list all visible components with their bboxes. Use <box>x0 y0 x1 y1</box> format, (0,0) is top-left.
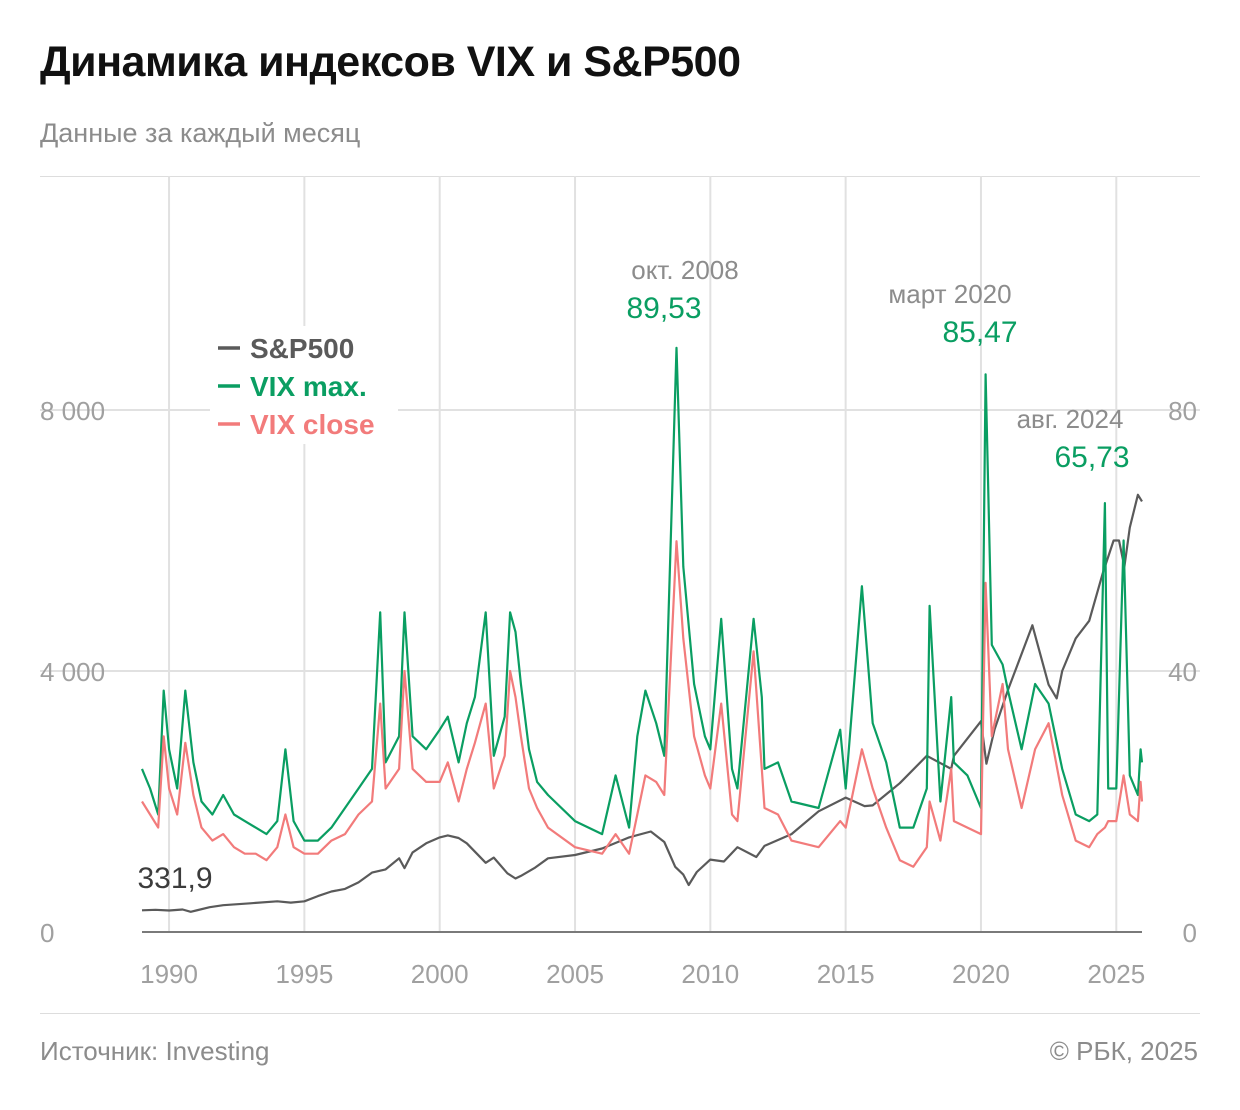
series-line-vix_close <box>141 540 1144 868</box>
right-tick-label-1: 40 <box>1168 657 1197 687</box>
copyright: © РБК, 2025 <box>1049 1036 1198 1066</box>
chart-canvas: 1990 1995 2000 2005 2010 2015 2020 2025 0 4 000 8 … <box>40 176 1200 989</box>
grid-lines <box>40 176 1200 933</box>
series-line-sp500 <box>141 493 1143 913</box>
x-tick-label-1990: 1990 <box>140 959 198 989</box>
x-tick-label-2015: 2015 <box>817 959 875 989</box>
annotation-value-2: 65,73 <box>1054 441 1129 474</box>
annotation-label-2: авг. 2024 <box>1017 404 1124 434</box>
right-tick-label-0: 0 <box>1183 918 1197 948</box>
series-line-vix_max <box>140 346 1144 842</box>
left-tick-label-1: 4 000 <box>40 657 105 687</box>
annotations: окт. 2008 89,53 март 2020 85,47 авг. 2024 65,… <box>137 255 1129 895</box>
annotation-value-1: 85,47 <box>942 316 1017 349</box>
annotation-value-3: 331,9 <box>137 862 212 895</box>
axis-ticks: 1990 1995 2000 2005 2010 2015 2020 2025 0 4 000 8 … <box>40 396 1197 989</box>
left-tick-label-0: 0 <box>40 918 54 948</box>
legend: S&P500 VIX max. VIX close <box>210 326 398 444</box>
chart-title: Динамика индексов VIX и S&P500 <box>40 38 741 86</box>
x-tick-label-2025: 2025 <box>1087 959 1145 989</box>
annotation-label-1: март 2020 <box>888 279 1011 309</box>
top-divider <box>40 176 1200 177</box>
x-tick-label-1995: 1995 <box>275 959 333 989</box>
annotation-label-0: окт. 2008 <box>631 255 738 285</box>
bottom-divider <box>40 1013 1200 1014</box>
series-layer <box>140 346 1144 913</box>
legend-background <box>210 326 398 444</box>
legend-label-vix_close: VIX close <box>250 409 375 440</box>
chart-subtitle: Данные за каждый месяц <box>40 118 361 148</box>
right-tick-label-2: 80 <box>1168 396 1197 426</box>
annotation-value-0: 89,53 <box>626 292 701 325</box>
x-tick-label-2010: 2010 <box>681 959 739 989</box>
x-tick-label-2000: 2000 <box>411 959 469 989</box>
legend-label-sp500: S&P500 <box>250 333 354 364</box>
x-tick-label-2020: 2020 <box>952 959 1010 989</box>
x-tick-label-2005: 2005 <box>546 959 604 989</box>
legend-label-vix_max: VIX max. <box>250 371 367 402</box>
source-note: Источник: Investing <box>40 1036 270 1066</box>
left-tick-label-2: 8 000 <box>40 396 105 426</box>
